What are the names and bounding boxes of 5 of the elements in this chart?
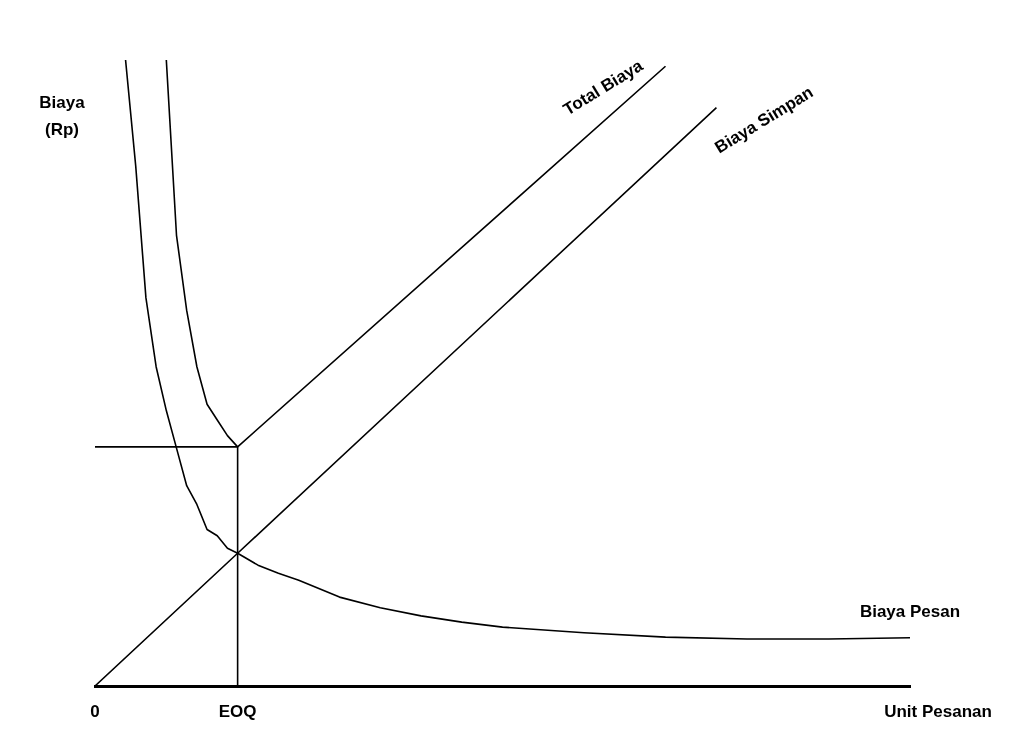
x-axis-title: Unit Pesanan xyxy=(884,701,992,721)
y-axis-title: Biaya (Rp) xyxy=(39,92,86,139)
series-label: Biaya Pesan xyxy=(859,602,961,622)
x-tick-label: EOQ xyxy=(218,701,257,721)
x-tick-label: 0 xyxy=(90,701,100,721)
